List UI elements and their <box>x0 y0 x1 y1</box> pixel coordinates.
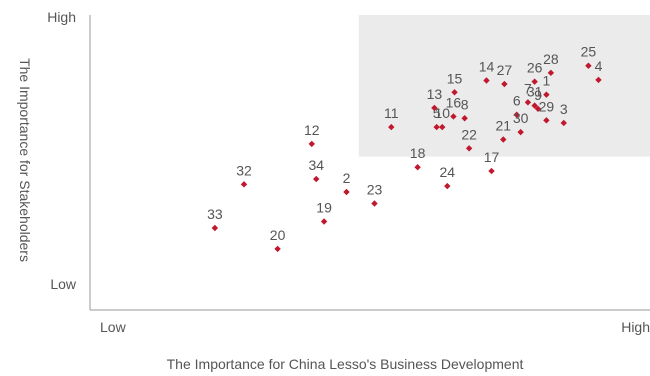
data-point-16 <box>450 113 457 120</box>
y-tick-label-high: High <box>47 9 76 25</box>
data-label-7: 7 <box>524 80 532 96</box>
data-point-1 <box>543 91 550 98</box>
data-label-27: 27 <box>497 62 513 78</box>
data-point-17 <box>488 167 495 175</box>
data-label-10: 10 <box>434 105 450 121</box>
data-point-6 <box>513 111 520 118</box>
data-point-9 <box>534 105 542 113</box>
data-point-15 <box>451 89 458 96</box>
x-axis-title: The Importance for China Lesso's Busines… <box>167 356 524 372</box>
data-label-23: 23 <box>367 182 383 198</box>
data-label-31: 31 <box>527 84 543 100</box>
data-point-14 <box>483 77 490 84</box>
data-label-33: 33 <box>207 206 223 222</box>
data-point-25 <box>585 62 592 69</box>
data-point-26 <box>531 78 538 85</box>
data-label-19: 19 <box>316 200 332 216</box>
data-label-12: 12 <box>304 122 320 138</box>
data-label-17: 17 <box>484 149 500 165</box>
data-point-27 <box>501 80 508 88</box>
data-point-4 <box>595 76 602 84</box>
x-tick-label-high: High <box>621 319 650 335</box>
y-tick-label-low: Low <box>50 276 77 292</box>
data-label-22: 22 <box>461 126 477 142</box>
data-point-32 <box>240 181 248 188</box>
data-point-21 <box>500 136 507 143</box>
data-label-2: 2 <box>343 170 351 186</box>
data-label-18: 18 <box>410 145 426 161</box>
data-label-28: 28 <box>543 51 559 67</box>
data-point-13 <box>431 104 438 112</box>
data-label-14: 14 <box>479 58 495 74</box>
data-label-3: 3 <box>560 101 568 117</box>
data-point-8 <box>461 115 468 122</box>
y-axis-title: The Importance for Stakeholders <box>17 58 33 262</box>
data-point-23 <box>371 200 378 207</box>
data-point-33 <box>211 224 219 232</box>
data-point-24 <box>444 182 451 190</box>
data-point-12 <box>308 140 315 148</box>
data-label-25: 25 <box>581 44 597 60</box>
data-label-34: 34 <box>308 157 324 173</box>
data-label-13: 13 <box>427 86 443 102</box>
data-label-26: 26 <box>527 60 543 76</box>
data-label-24: 24 <box>439 164 455 180</box>
data-label-32: 32 <box>236 162 252 178</box>
data-label-29: 29 <box>539 98 555 114</box>
data-points: 1234567891011121314151617181920212223242… <box>207 44 603 253</box>
data-point-31 <box>531 102 538 109</box>
data-label-4: 4 <box>595 58 603 74</box>
data-point-11 <box>388 123 395 131</box>
data-label-30: 30 <box>513 110 529 126</box>
data-label-16: 16 <box>446 94 462 110</box>
data-point-28 <box>547 69 555 77</box>
data-label-5: 5 <box>433 105 441 121</box>
data-label-15: 15 <box>447 70 463 86</box>
data-point-30 <box>517 128 524 136</box>
data-label-11: 11 <box>384 105 399 121</box>
data-point-18 <box>414 164 421 171</box>
data-label-8: 8 <box>461 96 469 112</box>
data-point-29 <box>543 117 550 124</box>
data-point-7 <box>524 99 532 106</box>
data-point-3 <box>560 119 567 127</box>
data-point-19 <box>320 218 328 225</box>
data-label-20: 20 <box>270 227 286 243</box>
data-point-10 <box>439 123 446 131</box>
data-label-21: 21 <box>495 117 511 133</box>
data-label-9: 9 <box>534 87 542 103</box>
data-label-1: 1 <box>543 73 551 89</box>
data-label-6: 6 <box>513 93 521 109</box>
data-point-5 <box>433 123 440 131</box>
data-point-2 <box>343 188 350 196</box>
data-point-20 <box>274 245 281 253</box>
x-tick-label-low: Low <box>100 319 127 335</box>
data-point-34 <box>313 175 320 183</box>
data-point-22 <box>465 145 473 152</box>
